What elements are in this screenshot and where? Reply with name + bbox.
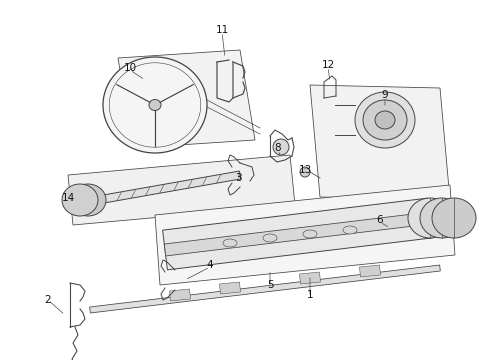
Ellipse shape [408,198,452,238]
Text: 10: 10 [123,63,137,73]
Ellipse shape [343,226,357,234]
Circle shape [273,139,289,155]
Text: 5: 5 [267,280,273,290]
Text: 12: 12 [321,60,335,70]
Polygon shape [164,212,431,256]
Ellipse shape [263,234,277,242]
Polygon shape [360,265,381,277]
Text: 8: 8 [275,143,281,153]
Ellipse shape [355,92,415,148]
Ellipse shape [363,100,407,140]
Text: 3: 3 [235,173,241,183]
Ellipse shape [432,198,476,238]
Text: 4: 4 [207,260,213,270]
Ellipse shape [303,230,317,238]
Ellipse shape [62,184,98,216]
Text: 14: 14 [61,193,74,203]
Polygon shape [163,198,432,270]
Text: 1: 1 [307,290,313,300]
Polygon shape [170,289,191,301]
Text: 2: 2 [45,295,51,305]
Text: 11: 11 [216,25,229,35]
Ellipse shape [70,184,106,216]
Polygon shape [68,155,295,225]
Polygon shape [220,282,241,294]
Ellipse shape [109,63,201,147]
Ellipse shape [103,57,207,153]
Polygon shape [310,85,450,200]
Polygon shape [299,272,320,284]
Ellipse shape [223,239,237,247]
Text: 13: 13 [298,165,312,175]
Polygon shape [90,265,441,313]
Polygon shape [118,50,255,148]
Circle shape [300,167,310,177]
Ellipse shape [149,99,161,111]
Text: 6: 6 [377,215,383,225]
Ellipse shape [375,111,395,129]
Text: 9: 9 [382,90,388,100]
Polygon shape [98,171,241,204]
Ellipse shape [420,198,464,238]
Polygon shape [155,185,455,285]
